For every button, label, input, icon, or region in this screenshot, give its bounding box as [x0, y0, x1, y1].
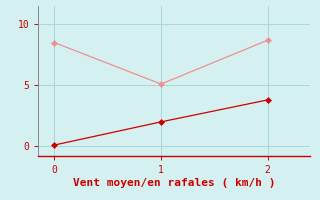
X-axis label: Vent moyen/en rafales ( km/h ): Vent moyen/en rafales ( km/h )	[73, 178, 276, 188]
